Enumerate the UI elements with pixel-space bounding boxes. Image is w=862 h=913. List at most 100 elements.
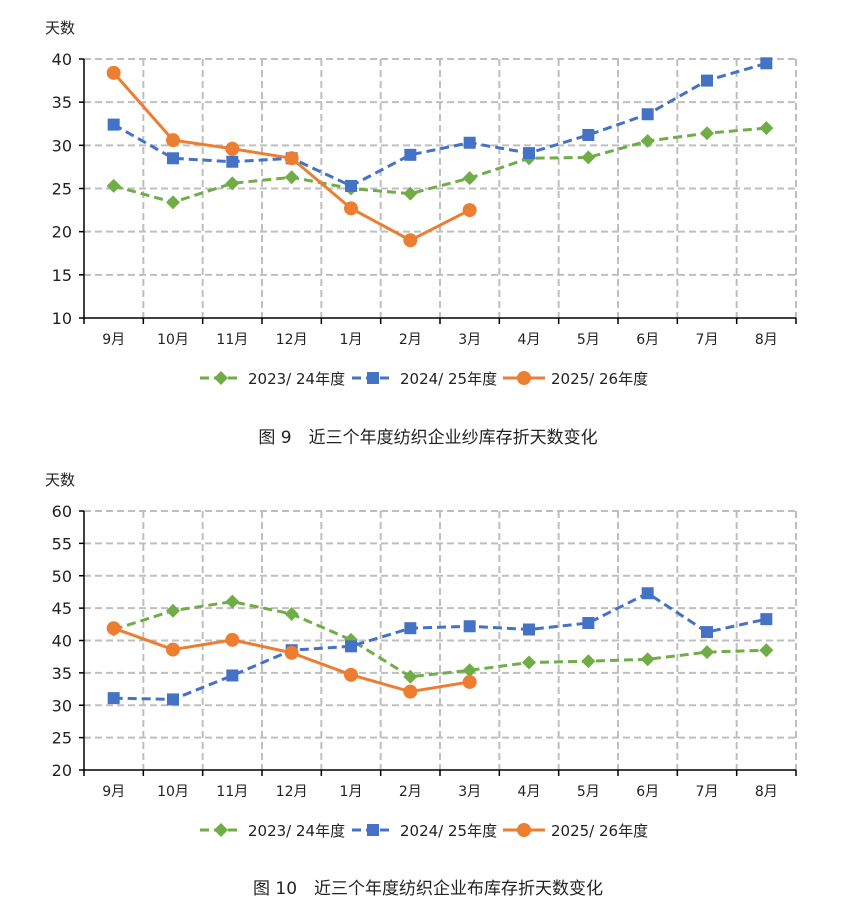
legend-marker bbox=[517, 823, 531, 837]
data-point bbox=[167, 152, 179, 165]
y-tick-label: 20 bbox=[52, 761, 72, 780]
data-point bbox=[106, 621, 121, 636]
y-tick-label: 55 bbox=[52, 534, 72, 553]
x-tick-label: 4月 bbox=[518, 784, 541, 800]
x-tick-label: 3月 bbox=[458, 784, 481, 800]
y-tick-label: 30 bbox=[52, 136, 72, 155]
data-point bbox=[700, 645, 714, 660]
data-point bbox=[403, 233, 418, 248]
data-point bbox=[167, 693, 179, 706]
series-line bbox=[113, 600, 767, 679]
y-tick-label: 35 bbox=[52, 664, 72, 683]
data-point bbox=[225, 176, 240, 191]
data-point bbox=[462, 203, 477, 218]
legend-marker bbox=[517, 371, 531, 385]
data-point bbox=[641, 108, 654, 121]
data-point bbox=[107, 692, 120, 705]
data-point bbox=[760, 613, 773, 626]
data-point bbox=[641, 587, 654, 600]
data-point bbox=[463, 136, 476, 149]
x-tick-label: 8月 bbox=[755, 784, 778, 800]
x-tick-label: 2月 bbox=[399, 784, 422, 800]
x-tick-label: 12月 bbox=[276, 784, 308, 800]
data-point bbox=[462, 171, 477, 186]
data-point bbox=[701, 626, 713, 639]
x-tick-label: 5月 bbox=[577, 784, 600, 800]
x-tick-label: 9月 bbox=[102, 784, 125, 800]
x-tick-label: 1月 bbox=[340, 784, 363, 800]
x-tick-label: 1月 bbox=[340, 332, 363, 348]
data-point bbox=[640, 134, 655, 149]
y-tick-label: 30 bbox=[52, 696, 72, 715]
data-point bbox=[284, 170, 299, 185]
data-point bbox=[404, 148, 417, 161]
x-tick-label: 10月 bbox=[157, 332, 189, 348]
x-tick-label: 5月 bbox=[577, 332, 600, 348]
series-2025/ 26年度 bbox=[106, 621, 477, 699]
y-tick-label: 20 bbox=[52, 223, 72, 242]
series-line bbox=[113, 126, 767, 204]
legend-label: 2023/ 24年度 bbox=[248, 370, 345, 388]
y-tick-label: 15 bbox=[52, 266, 72, 285]
legend-marker bbox=[367, 372, 379, 384]
data-point bbox=[701, 74, 713, 87]
y-tick-label: 25 bbox=[52, 180, 72, 199]
chart-title: 图 9 近三个年度纺织企业纱库存折天数变化 bbox=[258, 428, 597, 448]
legend-item: 2025/ 26年度 bbox=[503, 822, 648, 840]
data-point bbox=[759, 121, 774, 136]
data-point bbox=[581, 654, 596, 669]
data-point bbox=[582, 617, 595, 630]
data-point bbox=[345, 640, 357, 653]
x-tick-label: 9月 bbox=[102, 332, 125, 348]
y-axis-label: 天数 bbox=[45, 471, 75, 489]
legend-item: 2024/ 25年度 bbox=[352, 370, 497, 388]
legend-item: 2023/ 24年度 bbox=[200, 370, 345, 388]
data-point bbox=[403, 186, 418, 201]
legend-marker bbox=[214, 823, 228, 837]
data-point bbox=[166, 603, 180, 618]
legend-item: 2023/ 24年度 bbox=[200, 822, 345, 840]
data-point bbox=[582, 128, 595, 141]
x-tick-label: 11月 bbox=[216, 784, 248, 800]
data-point bbox=[284, 606, 299, 621]
data-point bbox=[523, 623, 535, 636]
data-point bbox=[107, 118, 120, 131]
chart-2: 20 25 30 35 40 45 50 55 60 9月 10月 11月 12月 1月 2月 3月 4月 5月 6… bbox=[45, 471, 797, 899]
legend-label: 2024/ 25年度 bbox=[400, 822, 497, 840]
y-axis-label: 天数 bbox=[45, 19, 75, 37]
legend-label: 2025/ 26年度 bbox=[551, 370, 648, 388]
series-line bbox=[113, 591, 767, 701]
data-point bbox=[403, 669, 418, 684]
series-line bbox=[112, 61, 767, 188]
data-point bbox=[760, 57, 773, 70]
data-point bbox=[225, 594, 240, 609]
data-point bbox=[463, 620, 476, 633]
legend-marker bbox=[367, 824, 379, 836]
data-point bbox=[581, 150, 596, 165]
data-point bbox=[225, 141, 240, 156]
series-2024/ 25年度 bbox=[107, 57, 773, 192]
data-point bbox=[225, 632, 240, 647]
data-point bbox=[404, 622, 417, 635]
y-tick-label: 10 bbox=[52, 309, 72, 328]
y-tick-label: 45 bbox=[52, 599, 72, 618]
data-point bbox=[166, 642, 180, 657]
x-tick-label: 6月 bbox=[636, 784, 659, 800]
y-tick-label: 50 bbox=[52, 567, 72, 586]
y-tick-label: 40 bbox=[52, 632, 72, 651]
legend-item: 2025/ 26年度 bbox=[503, 370, 648, 388]
data-point bbox=[462, 663, 477, 678]
data-point bbox=[284, 645, 299, 660]
y-tick-label: 25 bbox=[52, 729, 72, 748]
data-point bbox=[284, 151, 299, 166]
x-tick-label: 4月 bbox=[518, 332, 541, 348]
x-tick-label: 11月 bbox=[216, 332, 248, 348]
x-tick-label: 3月 bbox=[458, 332, 481, 348]
data-point bbox=[640, 652, 655, 667]
legend-label: 2024/ 25年度 bbox=[400, 370, 497, 388]
legend-label: 2023/ 24年度 bbox=[248, 822, 345, 840]
data-point bbox=[344, 667, 358, 682]
data-point bbox=[462, 674, 477, 689]
